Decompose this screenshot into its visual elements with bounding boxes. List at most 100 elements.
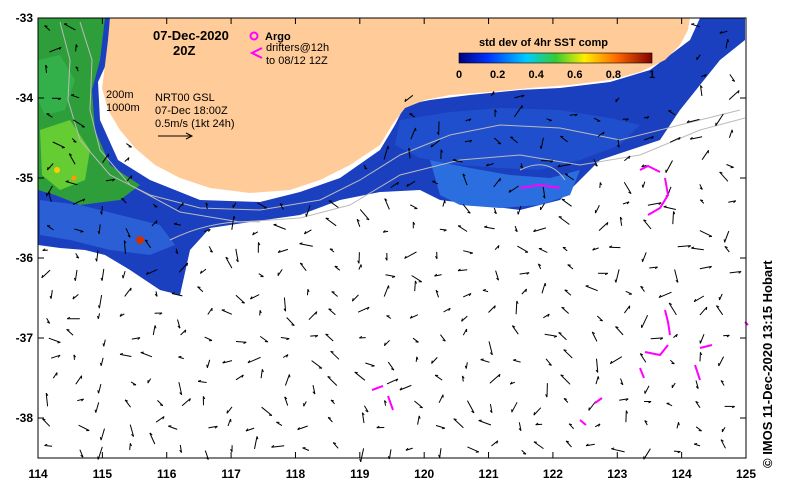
current-vector-head bbox=[548, 363, 552, 366]
current-vector-head bbox=[405, 447, 409, 451]
current-vector-head bbox=[327, 416, 332, 419]
current-vector-head bbox=[247, 360, 251, 364]
current-vector-head bbox=[480, 358, 484, 361]
current-vector-head bbox=[625, 398, 629, 402]
current-vector bbox=[729, 271, 742, 274]
current-vector bbox=[77, 398, 84, 402]
current-vector bbox=[701, 150, 709, 160]
current-vector-head bbox=[699, 352, 703, 356]
current-vector-head bbox=[485, 163, 489, 167]
current-vector-head bbox=[155, 220, 158, 224]
current-vector-head bbox=[563, 349, 567, 351]
current-vector-head bbox=[58, 46, 62, 50]
current-vector bbox=[568, 423, 575, 430]
current-vector-head bbox=[678, 137, 681, 141]
current-vector-head bbox=[678, 422, 680, 426]
current-vector-head bbox=[619, 216, 623, 220]
current-vector bbox=[304, 229, 312, 235]
current-vector-head bbox=[252, 232, 255, 236]
colorbar-tick-label: 0 bbox=[456, 69, 462, 81]
current-vector-head bbox=[727, 39, 730, 43]
current-vector bbox=[540, 203, 545, 211]
current-vector bbox=[728, 129, 733, 138]
current-vector-head bbox=[356, 218, 360, 222]
current-vector bbox=[65, 181, 78, 186]
current-vector-head bbox=[291, 324, 295, 326]
current-vector-head bbox=[457, 268, 461, 272]
current-vector bbox=[615, 269, 620, 283]
current-vector bbox=[489, 404, 493, 413]
current-vector-head bbox=[241, 301, 245, 304]
current-vector bbox=[360, 448, 365, 463]
current-vector bbox=[42, 418, 51, 427]
current-vector bbox=[642, 181, 646, 188]
current-vector bbox=[284, 374, 290, 386]
current-vector-head bbox=[49, 295, 52, 299]
current-vector-head bbox=[563, 398, 568, 400]
x-tick-label: 120 bbox=[414, 467, 434, 481]
current-vector-head bbox=[395, 378, 399, 382]
current-vector-head bbox=[205, 202, 209, 206]
current-vector bbox=[724, 246, 730, 253]
current-vector-head bbox=[658, 294, 662, 298]
current-vector bbox=[715, 113, 724, 126]
current-vector bbox=[140, 352, 153, 358]
drifter-legend-icon bbox=[249, 47, 263, 59]
current-vector bbox=[74, 269, 78, 281]
current-vector bbox=[226, 406, 233, 414]
current-vector bbox=[597, 131, 605, 137]
current-vector-head bbox=[178, 355, 182, 358]
current-vector-head bbox=[94, 409, 97, 413]
current-vector bbox=[658, 291, 672, 299]
current-vector-head bbox=[121, 198, 125, 200]
current-vector-head bbox=[441, 427, 446, 430]
current-vector bbox=[486, 163, 494, 167]
current-vector bbox=[386, 378, 399, 385]
current-vector bbox=[98, 224, 101, 234]
current-vector bbox=[595, 376, 599, 385]
current-vector-head bbox=[288, 374, 291, 378]
current-vector bbox=[431, 357, 438, 364]
current-vector bbox=[126, 175, 133, 182]
current-vector-head bbox=[691, 246, 695, 249]
current-vector-head bbox=[283, 308, 287, 312]
current-vector-head bbox=[45, 64, 48, 68]
current-vector bbox=[273, 224, 286, 230]
current-vector-head bbox=[391, 276, 396, 278]
current-vector bbox=[328, 200, 339, 208]
current-vector-head bbox=[648, 401, 652, 404]
current-vector-head bbox=[159, 404, 164, 407]
current-vector-head bbox=[222, 360, 226, 364]
current-vector-head bbox=[307, 288, 310, 293]
current-vector-head bbox=[660, 337, 664, 341]
current-vector bbox=[595, 204, 600, 214]
current-vector-head bbox=[127, 157, 130, 161]
current-vector bbox=[567, 264, 574, 270]
current-vector bbox=[434, 274, 442, 277]
current-vector bbox=[676, 422, 679, 429]
depth-contours bbox=[59, 21, 746, 241]
current-vector bbox=[49, 46, 62, 53]
current-vector-head bbox=[179, 392, 183, 396]
current-vector-head bbox=[297, 427, 300, 430]
current-vector bbox=[271, 445, 285, 448]
current-vector bbox=[513, 359, 521, 363]
current-vector bbox=[440, 334, 446, 342]
current-vector-head bbox=[611, 447, 615, 450]
current-vector bbox=[557, 163, 571, 168]
current-vector bbox=[417, 415, 420, 425]
current-vector-head bbox=[615, 326, 619, 329]
current-vector bbox=[558, 332, 567, 341]
current-vector-head bbox=[365, 409, 369, 413]
y-tick-label: -36 bbox=[16, 251, 34, 265]
current-vector-head bbox=[448, 307, 451, 312]
current-vector-head bbox=[567, 264, 571, 266]
current-vector-head bbox=[436, 131, 440, 135]
current-vector bbox=[434, 374, 443, 381]
x-tick-label: 123 bbox=[607, 467, 627, 481]
colorbar-title: std dev of 4hr SST comp bbox=[479, 37, 608, 49]
y-tick-label: -35 bbox=[16, 171, 34, 185]
current-vector bbox=[478, 420, 492, 426]
current-vector bbox=[677, 245, 691, 248]
current-vector-head bbox=[225, 256, 229, 260]
